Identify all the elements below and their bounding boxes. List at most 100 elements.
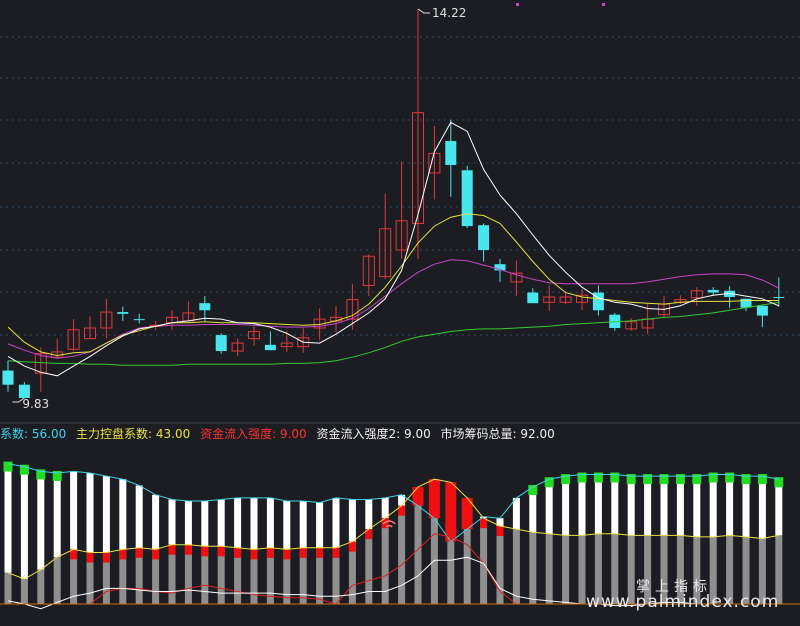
indicator-grey-bar	[86, 552, 94, 604]
indicator-grey-bar	[578, 535, 586, 604]
indicator-grey-bar	[644, 535, 652, 604]
candle-body-up	[690, 290, 703, 299]
high-price-label: 14.22	[432, 6, 466, 20]
indicator-white-bar	[283, 501, 291, 550]
indicator-grey-bar	[562, 535, 570, 604]
indicator-white-bar	[234, 497, 242, 548]
candle-body-up	[346, 299, 359, 320]
candle-body-up	[543, 296, 556, 303]
candle-body-down	[264, 344, 276, 351]
indicator-white-bar	[37, 471, 45, 570]
signal-icon	[382, 520, 396, 525]
indicator-grey-bar	[594, 533, 602, 604]
indicator-grey-bar	[480, 518, 488, 604]
legend-main-control: 主力控盘系数: 43.00	[76, 427, 191, 441]
watermark-url: www.palmindex.com	[586, 592, 780, 612]
signal-dot	[516, 3, 519, 6]
indicator-white-bar	[660, 476, 668, 536]
indicator-white-bar	[709, 474, 717, 537]
indicator-white-bar	[152, 494, 160, 550]
ma-white-line	[7, 121, 779, 377]
indicator-grey-bar	[627, 535, 635, 604]
indicator-red-bar	[283, 549, 291, 560]
candle-body-up	[248, 331, 260, 340]
indicator-grey-bar	[447, 482, 455, 604]
candle-body-up	[395, 220, 408, 251]
low-marker-arrow	[12, 397, 25, 403]
legend-coefficient: 系数: 56.00	[0, 427, 67, 441]
legend-chip-total: 市场筹码总量: 92.00	[440, 427, 555, 441]
indicator-red-bar	[135, 547, 143, 558]
indicator-green-cap	[626, 474, 636, 485]
candle-body-up	[559, 296, 572, 303]
candle-body-up	[510, 272, 523, 283]
indicator-white-bar	[4, 463, 12, 573]
signal-dot	[602, 3, 605, 6]
indicator-grey-bar	[332, 547, 340, 604]
candle-body-down	[215, 335, 227, 352]
candle-body-up	[412, 112, 424, 224]
indicator-grey-bar	[676, 535, 684, 604]
indicator-white-bar	[168, 499, 176, 545]
indicator-legend: 系数: 56.00 主力控盘系数: 43.00 资金流入强度: 9.00 资金流…	[0, 426, 561, 442]
legend-fund-inflow-2: 资金流入强度2: 9.00	[316, 427, 431, 441]
indicator-white-bar	[266, 497, 274, 548]
indicator-grey-bar	[217, 546, 225, 604]
indicator-red-bar	[496, 526, 504, 536]
indicator-grey-bar	[463, 497, 471, 604]
candle-body-up	[67, 329, 80, 350]
indicator-green-cap	[725, 472, 735, 483]
indicator-white-bar	[627, 476, 635, 536]
indicator-grey-bar	[283, 549, 291, 604]
candle-body-down	[592, 292, 604, 311]
indicator-white-bar	[545, 479, 553, 534]
indicator-white-bar	[299, 501, 307, 548]
candle-body-up	[84, 327, 96, 340]
indicator-green-cap	[528, 485, 538, 495]
indicator-grey-bar	[37, 569, 45, 604]
indicator-green-cap	[561, 474, 571, 485]
indicator-green-cap	[659, 474, 669, 485]
candle-body-down	[707, 289, 719, 293]
indicator-red-bar	[398, 505, 406, 516]
indicator-red-bar	[234, 547, 242, 558]
indicator-green-cap	[692, 474, 702, 485]
indicator-grey-bar	[168, 544, 176, 604]
indicator-white-bar	[562, 476, 570, 536]
indicator-green-cap	[544, 477, 554, 488]
indicator-red-bar	[119, 549, 127, 560]
low-price-label: 9.83	[22, 397, 49, 411]
indicator-white-bar	[201, 501, 209, 547]
indicator-grey-bar	[119, 549, 127, 604]
indicator-grey-bar	[365, 529, 373, 604]
indicator-grey-bar	[53, 557, 61, 604]
indicator-red-bar	[70, 549, 78, 560]
indicator-green-cap	[36, 469, 46, 480]
candle-body-up	[362, 255, 375, 286]
indicator-red-bar	[217, 546, 225, 557]
high-marker-arrow	[417, 8, 430, 14]
indicator-white-bar	[348, 499, 356, 542]
signal-icon	[385, 524, 393, 528]
indicator-grey-bar	[135, 547, 143, 604]
watermark-chinese: 掌上指标	[636, 579, 712, 595]
indicator-red-bar	[184, 544, 192, 555]
indicator-red-bar	[250, 549, 258, 560]
indicator-grey-bar	[152, 549, 160, 604]
indicator-grey-bar	[611, 533, 619, 604]
indicator-green-cap	[675, 474, 685, 485]
candle-body-down	[18, 384, 30, 398]
candle-body-down	[527, 292, 539, 304]
indicator-white-bar	[70, 471, 78, 550]
indicator-grey-bar	[184, 544, 192, 604]
indicator-green-cap	[774, 477, 784, 488]
indicator-red-bar	[316, 547, 324, 558]
indicator-white-bar	[398, 494, 406, 506]
indicator-green-cap	[19, 464, 29, 475]
indicator-grey-bar	[430, 479, 438, 604]
indicator-grey-bar	[234, 547, 242, 604]
indicator-white-bar	[119, 479, 127, 550]
candle-body-down	[199, 303, 211, 311]
candle-body-up	[625, 321, 638, 330]
ma-green-line	[7, 301, 779, 366]
